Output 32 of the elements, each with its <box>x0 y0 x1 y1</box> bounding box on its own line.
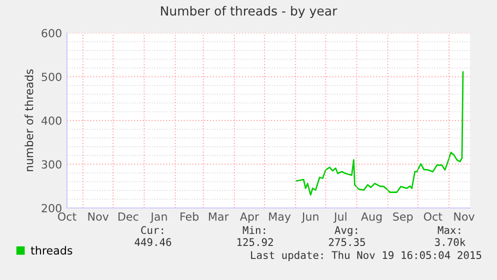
x-tick-label: Aug <box>360 212 382 223</box>
y-tick-label: 600 <box>42 28 62 38</box>
text: Min: <box>242 226 266 234</box>
x-tick-label: Jul <box>333 212 346 223</box>
x-tick-label: Nov <box>454 212 474 221</box>
x-tick-label: Sep <box>393 212 413 223</box>
x-tick-label: Oct <box>424 212 442 221</box>
text: Last update: Thu Nov 19 16:05:04 2015 <box>251 250 482 262</box>
x-tick-label: Nov <box>88 212 109 221</box>
text: 3.70k <box>435 238 466 246</box>
text: 275.35 <box>328 238 365 246</box>
y-tick-label: 500 <box>42 72 62 82</box>
line-series <box>296 71 464 196</box>
y-tick-label: 400 <box>41 116 62 125</box>
x-tick-label: Jan <box>150 212 167 223</box>
x-tick-label: Jun <box>301 212 318 223</box>
x-tick-label: Dec <box>118 212 138 221</box>
text: 125.92 <box>237 238 273 246</box>
x-tick-label: Oct <box>58 212 76 221</box>
y-tick-label: 200 <box>42 204 62 212</box>
x-tick-label: Mar <box>208 212 229 221</box>
y-tick-label: 300 <box>42 160 62 169</box>
legend-label: threads <box>30 246 72 255</box>
chart-title: Number of threads - by year <box>161 6 338 18</box>
x-tick-label: Feb <box>180 212 199 221</box>
x-tick-label: Apr <box>240 212 260 223</box>
x-tick-label: May <box>269 212 291 223</box>
y-axis-title: number of threads <box>24 69 34 172</box>
text: Cur: <box>141 226 164 234</box>
text: Max: <box>438 226 460 234</box>
text: Avg: <box>334 226 358 236</box>
text: 449.46 <box>134 238 172 246</box>
